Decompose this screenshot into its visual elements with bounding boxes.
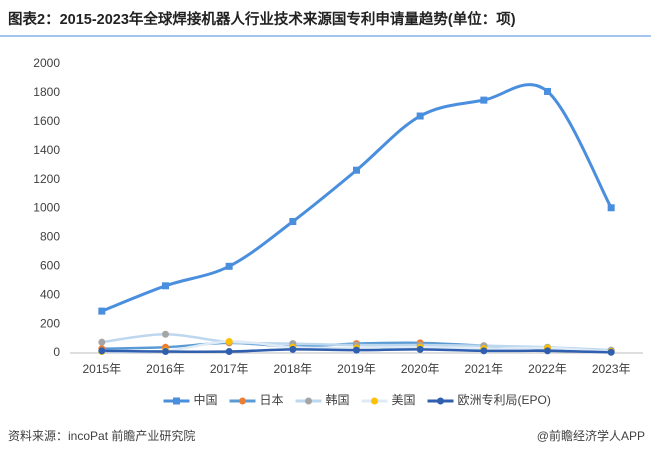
- marker: [544, 87, 551, 95]
- marker: [544, 347, 551, 355]
- marker: [225, 337, 233, 345]
- y-tick-label: 200: [40, 316, 60, 330]
- marker: [98, 338, 106, 346]
- x-tick-label: 2016年: [146, 362, 185, 376]
- x-tick-label: 2017年: [210, 362, 249, 376]
- x-tick-label: 2020年: [401, 362, 440, 376]
- marker: [416, 345, 424, 353]
- x-tick-label: 2018年: [273, 362, 312, 376]
- x-tick-label: 2015年: [82, 362, 121, 376]
- marker: [162, 330, 169, 338]
- legend-label: 韩国: [326, 392, 350, 407]
- marker: [98, 307, 106, 315]
- source: 资料来源：incoPat 前瞻产业研究院: [8, 428, 195, 443]
- marker: [480, 96, 488, 104]
- marker: [225, 348, 233, 356]
- x-tick-label: 2022年: [528, 362, 567, 376]
- y-tick-label: 1200: [33, 172, 60, 186]
- y-tick-label: 1600: [33, 114, 60, 128]
- legend-marker: [239, 397, 246, 405]
- marker: [289, 218, 297, 226]
- credit: @前瞻经济学人APP: [537, 428, 645, 443]
- legend-marker: [437, 397, 444, 405]
- marker: [98, 347, 106, 355]
- legend-label: 欧洲专利局(EPO): [458, 392, 551, 407]
- y-tick-label: 800: [40, 230, 60, 244]
- y-tick-label: 2000: [33, 56, 60, 70]
- marker: [607, 204, 615, 212]
- legend-marker: [371, 397, 378, 405]
- marker: [353, 166, 360, 174]
- y-tick-label: 1800: [33, 85, 60, 99]
- marker: [289, 345, 297, 353]
- y-tick-label: 400: [40, 287, 60, 301]
- chart-title: 图表2：2015-2023年全球焊接机器人行业技术来源国专利申请量趋势(单位：项…: [8, 10, 516, 28]
- legend-label: 中国: [194, 392, 218, 407]
- y-tick-label: 1000: [33, 201, 60, 215]
- legend-label: 日本: [260, 393, 284, 407]
- legend-marker: [305, 397, 312, 405]
- series-line: [101, 83, 613, 313]
- y-tick-label: 1400: [33, 143, 60, 157]
- marker: [162, 348, 169, 356]
- marker: [607, 348, 615, 356]
- x-tick-label: 2019年: [337, 362, 376, 376]
- y-tick-label: 0: [53, 345, 60, 359]
- marker: [162, 282, 169, 290]
- marker: [416, 112, 424, 120]
- legend-label: 美国: [392, 393, 416, 407]
- x-tick-label: 2023年: [592, 362, 631, 376]
- y-tick-label: 600: [40, 258, 60, 272]
- legend-marker: [173, 397, 180, 405]
- marker: [353, 346, 360, 354]
- marker: [225, 262, 233, 270]
- x-tick-label: 2021年: [464, 362, 503, 376]
- marker: [480, 347, 488, 355]
